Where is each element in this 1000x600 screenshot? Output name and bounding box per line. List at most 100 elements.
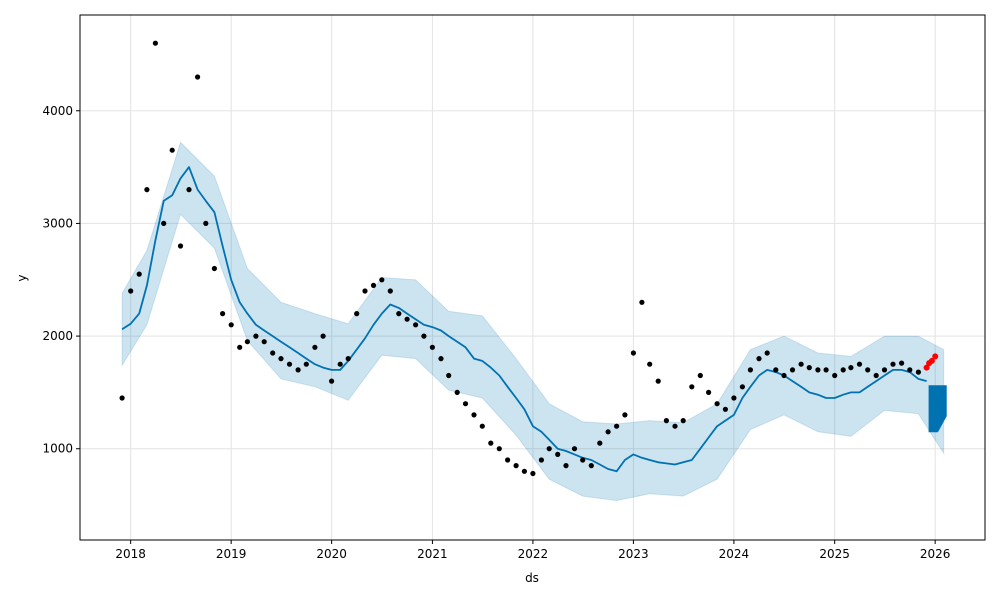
uncertainty-band-group <box>121 141 945 502</box>
y-tick-label: 1000 <box>42 442 73 456</box>
observed-point <box>329 378 335 384</box>
observed-point <box>404 316 410 322</box>
observed-point <box>697 372 703 379</box>
observed-point <box>345 356 351 362</box>
observed-point <box>462 401 469 407</box>
observed-point <box>571 446 578 452</box>
observed-point <box>555 451 561 457</box>
observed-point <box>731 395 737 401</box>
observed-point <box>286 361 293 367</box>
observed-point <box>764 350 770 356</box>
observed-point <box>622 412 628 418</box>
observed-point <box>815 367 821 373</box>
x-tick-label: 2025 <box>819 547 850 561</box>
observed-point <box>614 423 620 429</box>
y-tick-label: 4000 <box>42 104 73 118</box>
observed-point <box>496 446 502 452</box>
observed-point <box>915 369 922 375</box>
observed-point <box>505 457 511 463</box>
observed-point <box>907 367 913 373</box>
observed-point <box>186 187 192 193</box>
observed-point <box>689 384 695 390</box>
observed-point <box>823 367 829 373</box>
observed-point <box>739 384 746 390</box>
observed-point <box>354 311 360 317</box>
observed-point <box>454 389 460 395</box>
observed-point <box>756 356 762 362</box>
observed-point <box>714 401 720 407</box>
y-axis-label: y <box>15 274 29 281</box>
observed-point <box>144 187 150 193</box>
observed-point <box>370 282 377 288</box>
y-axis-ticks: 1000 2000 3000 4000 <box>42 104 80 456</box>
x-axis-ticks: 2018 2019 2020 2021 2022 2023 2024 2025 2026 <box>115 540 950 561</box>
observed-point <box>840 367 846 373</box>
observed-point <box>320 333 326 339</box>
observed-point <box>244 339 250 345</box>
observed-point <box>580 457 586 463</box>
observed-point <box>312 344 318 350</box>
observed-point <box>387 288 393 294</box>
observed-point <box>295 367 301 373</box>
forecast-line <box>121 166 927 473</box>
future-forecast-block <box>928 385 947 433</box>
observed-point <box>530 470 536 477</box>
forecast-line-group <box>121 166 927 473</box>
observed-point <box>706 389 712 395</box>
observed-point <box>253 333 259 339</box>
observed-point <box>220 311 226 317</box>
future-forecast-group <box>928 385 947 433</box>
observed-point <box>773 367 779 373</box>
observed-point <box>438 356 444 362</box>
observed-point <box>521 468 528 474</box>
observed-point <box>203 220 209 226</box>
observed-point <box>169 147 175 153</box>
observed-point <box>195 74 201 80</box>
observed-point <box>429 344 435 350</box>
x-tick-label: 2023 <box>618 547 649 561</box>
observed-point <box>865 367 871 373</box>
observed-point <box>413 322 419 328</box>
observed-point <box>605 429 611 435</box>
observed-point <box>513 463 519 469</box>
observed-point <box>177 243 184 249</box>
x-tick-label: 2020 <box>316 547 347 561</box>
observed-point <box>722 406 729 412</box>
observed-point <box>362 288 368 294</box>
x-tick-label: 2019 <box>216 547 247 561</box>
observed-point <box>136 271 142 277</box>
observed-point <box>128 288 134 294</box>
observed-point <box>899 360 905 366</box>
x-tick-label: 2018 <box>115 547 146 561</box>
observed-point <box>396 311 402 317</box>
observed-point <box>337 361 343 367</box>
observed-point <box>832 372 838 379</box>
observed-point <box>647 361 653 367</box>
observed-points-group <box>119 40 922 477</box>
observed-point <box>630 350 637 356</box>
observed-point <box>488 440 494 446</box>
observed-point <box>421 333 427 339</box>
observed-point <box>781 372 787 379</box>
x-tick-label: 2021 <box>417 547 448 561</box>
observed-point <box>806 365 812 371</box>
observed-point <box>680 418 686 424</box>
observed-point <box>655 378 661 384</box>
observed-point <box>848 365 854 371</box>
observed-point <box>856 361 863 367</box>
observed-point <box>152 40 158 46</box>
observed-point <box>379 277 385 283</box>
observed-point <box>873 372 879 379</box>
observed-point <box>789 367 796 373</box>
observed-point <box>538 457 545 463</box>
observed-point <box>446 372 452 379</box>
y-tick-label: 2000 <box>42 329 73 343</box>
y-tick-label: 3000 <box>42 216 73 230</box>
x-tick-label: 2026 <box>920 547 951 561</box>
observed-point <box>303 361 309 367</box>
observed-point <box>639 299 645 305</box>
x-tick-label: 2022 <box>518 547 549 561</box>
observed-point <box>563 463 569 469</box>
observed-point <box>270 350 276 356</box>
